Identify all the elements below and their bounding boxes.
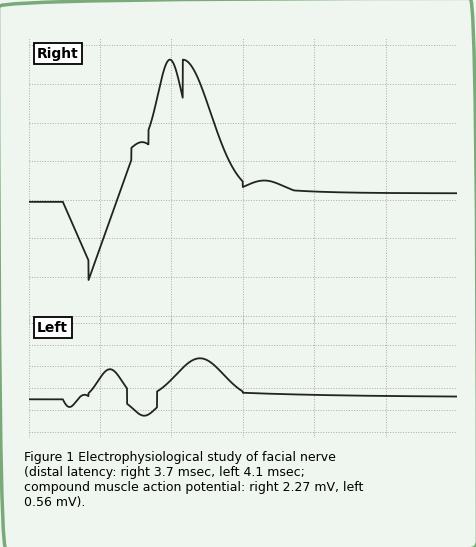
Text: Left: Left (37, 321, 68, 335)
Text: Right: Right (37, 47, 79, 61)
Text: Figure 1 Electrophysiological study of facial nerve
(distal latency: right 3.7 m: Figure 1 Electrophysiological study of f… (24, 451, 363, 509)
